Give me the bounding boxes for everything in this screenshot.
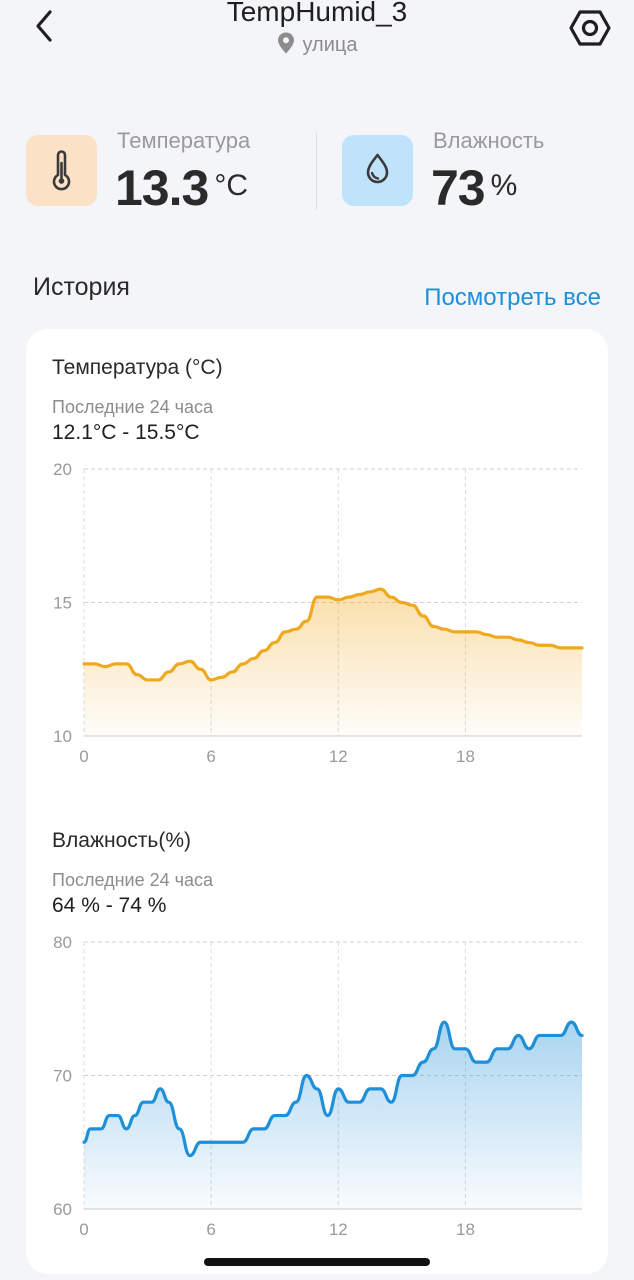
series-area-fill — [84, 1022, 582, 1209]
device-location: улица — [0, 32, 634, 57]
y-tick-label: 15 — [53, 594, 72, 613]
thermometer-icon — [52, 150, 71, 191]
y-tick-label: 10 — [53, 727, 72, 746]
back-button[interactable] — [24, 4, 68, 48]
humidity-chart-title: Влажность(%) — [52, 829, 191, 852]
humidity-range: 64 % - 74 % — [52, 894, 167, 917]
temperature-label: Температура — [117, 128, 251, 153]
history-title: История — [33, 273, 130, 301]
series-area-fill — [84, 589, 582, 736]
y-tick-label: 80 — [53, 933, 72, 952]
hex-gear-icon — [569, 10, 611, 46]
x-tick-label: 18 — [456, 747, 475, 766]
x-tick-label: 6 — [206, 1220, 215, 1239]
temperature-value: 13.3 °C — [115, 159, 248, 217]
history-card: Температура (°C) Последние 24 часа 12.1°… — [26, 329, 608, 1274]
x-tick-label: 12 — [329, 1220, 348, 1239]
temperature-icon-box — [26, 135, 97, 206]
stats-divider — [316, 132, 317, 210]
series-line — [82, 1020, 584, 1158]
temperature-number: 13.3 — [115, 160, 209, 216]
current-readings: Температура 13.3 °C Влажность 73% — [0, 126, 634, 216]
humidity-label: Влажность — [433, 128, 545, 153]
humidity-chart-subtitle: Последние 24 часа — [52, 870, 213, 890]
device-title: TempHumid_3 — [226, 0, 408, 27]
temperature-chart-title: Температура (°C) — [52, 356, 223, 379]
temperature-range: 12.1°C - 15.5°C — [52, 421, 200, 444]
temperature-chart: 20 15 10 0 6 12 18 — [53, 460, 584, 766]
location-label: улица — [302, 34, 358, 56]
series-line — [82, 587, 584, 682]
temperature-chart-subtitle: Последние 24 часа — [52, 397, 213, 417]
x-tick-label: 0 — [79, 747, 88, 766]
x-tick-label: 0 — [79, 1220, 88, 1239]
settings-button[interactable] — [566, 6, 614, 50]
humidity-value: 73% — [431, 159, 517, 217]
view-all-link[interactable]: Посмотреть все — [424, 284, 601, 311]
humidity-number: 73 — [431, 160, 486, 216]
map-pin-icon — [277, 32, 294, 54]
humidity-chart: 80 70 60 0 6 12 18 — [53, 933, 584, 1239]
y-tick-label: 60 — [53, 1200, 72, 1219]
top-bar: TempHumid_3 улица — [0, 0, 634, 70]
y-tick-label: 70 — [53, 1067, 72, 1086]
water-drop-icon — [366, 153, 389, 184]
x-tick-label: 18 — [456, 1220, 475, 1239]
x-tick-label: 12 — [329, 747, 348, 766]
temperature-unit: °C — [214, 169, 248, 202]
y-tick-label: 20 — [53, 460, 72, 479]
home-indicator[interactable] — [204, 1258, 430, 1266]
humidity-unit: % — [490, 169, 518, 202]
humidity-icon-box — [342, 135, 413, 206]
x-tick-label: 6 — [206, 747, 215, 766]
chevron-left-icon — [36, 10, 52, 42]
